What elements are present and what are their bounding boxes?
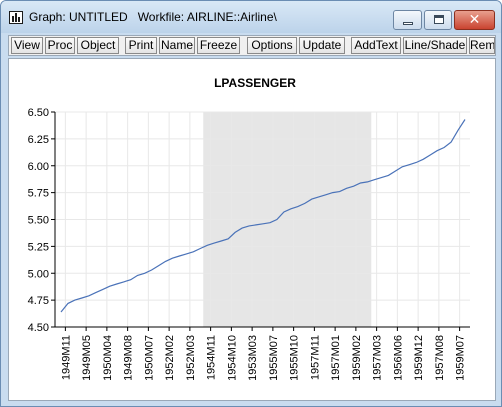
y-tick-label: 6.00 [28, 161, 49, 173]
x-tick-label: 1955M10 [289, 335, 301, 381]
maximize-icon [434, 15, 444, 24]
graph-toolbar: View Proc Object Print Name Freeze Optio… [8, 35, 496, 56]
x-tick-label: 1953M03 [247, 335, 259, 381]
line-shade-button[interactable]: Line/Shade [403, 37, 467, 54]
remove-button[interactable]: Rem [469, 37, 495, 54]
x-tick-label: 1950M04 [102, 335, 114, 381]
update-button[interactable]: Update [299, 37, 345, 54]
chart-title: LPASSENGER [214, 76, 296, 90]
x-tick-label: 1957M11 [309, 335, 321, 380]
x-tick-label: 1957M01 [330, 335, 342, 381]
x-tick-label: 1952M02 [164, 335, 176, 381]
x-tick-label: 1949M08 [123, 335, 135, 381]
x-tick-label: 1954M11 [206, 335, 218, 380]
minimize-button[interactable] [393, 10, 422, 30]
y-tick-label: 5.00 [28, 268, 49, 280]
y-tick-label: 4.50 [28, 322, 49, 334]
y-tick-label: 6.25 [28, 134, 49, 146]
series-line-lpassenger [60, 119, 466, 313]
view-button[interactable]: View [11, 37, 43, 54]
name-button[interactable]: Name [159, 37, 195, 54]
title-bar[interactable]: Graph: UNTITLED Workfile: AIRLINE::Airli… [1, 1, 501, 33]
x-tick-label: 1959M02 [351, 335, 363, 381]
graph-area[interactable]: LPASSENGER 4.50 4.75 5.00 5.25 5.50 5.75 6.00 6… [8, 58, 496, 401]
x-tick-label: 1954M10 [226, 335, 238, 381]
x-tick-label: 1959M07 [455, 335, 467, 381]
minimize-icon [403, 22, 413, 25]
options-button[interactable]: Options [247, 37, 297, 54]
y-tick-label: 5.50 [28, 215, 49, 227]
freeze-button[interactable]: Freeze [197, 37, 240, 54]
maximize-button[interactable] [424, 10, 452, 30]
y-tick-label: 6.50 [28, 107, 49, 119]
x-tick-label: 1959M12 [413, 335, 425, 381]
proc-button[interactable]: Proc [45, 37, 75, 54]
y-tick-label: 5.25 [28, 241, 49, 253]
x-tick-label: 1952M03 [185, 335, 197, 381]
addtext-button[interactable]: AddText [351, 37, 401, 54]
close-icon: ✕ [468, 12, 481, 28]
x-tick-label: 1949M05 [81, 335, 93, 381]
close-button[interactable]: ✕ [454, 10, 495, 30]
line-chart: LPASSENGER 4.50 4.75 5.00 5.25 5.50 5.75 6.00 6… [28, 76, 470, 381]
object-button[interactable]: Object [77, 37, 119, 54]
y-tick-label: 4.75 [28, 295, 49, 307]
y-tick-label: 5.75 [28, 188, 49, 200]
x-tick-label: 1949M11 [60, 335, 72, 380]
x-tick-label: 1957M08 [434, 335, 446, 381]
x-tick-label: 1956M06 [392, 335, 404, 381]
print-button[interactable]: Print [125, 37, 157, 54]
x-tick-label: 1955M07 [268, 335, 280, 381]
x-tick-label: 1950M07 [143, 335, 155, 381]
graph-window-icon [9, 11, 23, 24]
x-tick-label: 1957M03 [372, 335, 384, 381]
window-title: Graph: UNTITLED Workfile: AIRLINE::Airli… [29, 10, 277, 24]
